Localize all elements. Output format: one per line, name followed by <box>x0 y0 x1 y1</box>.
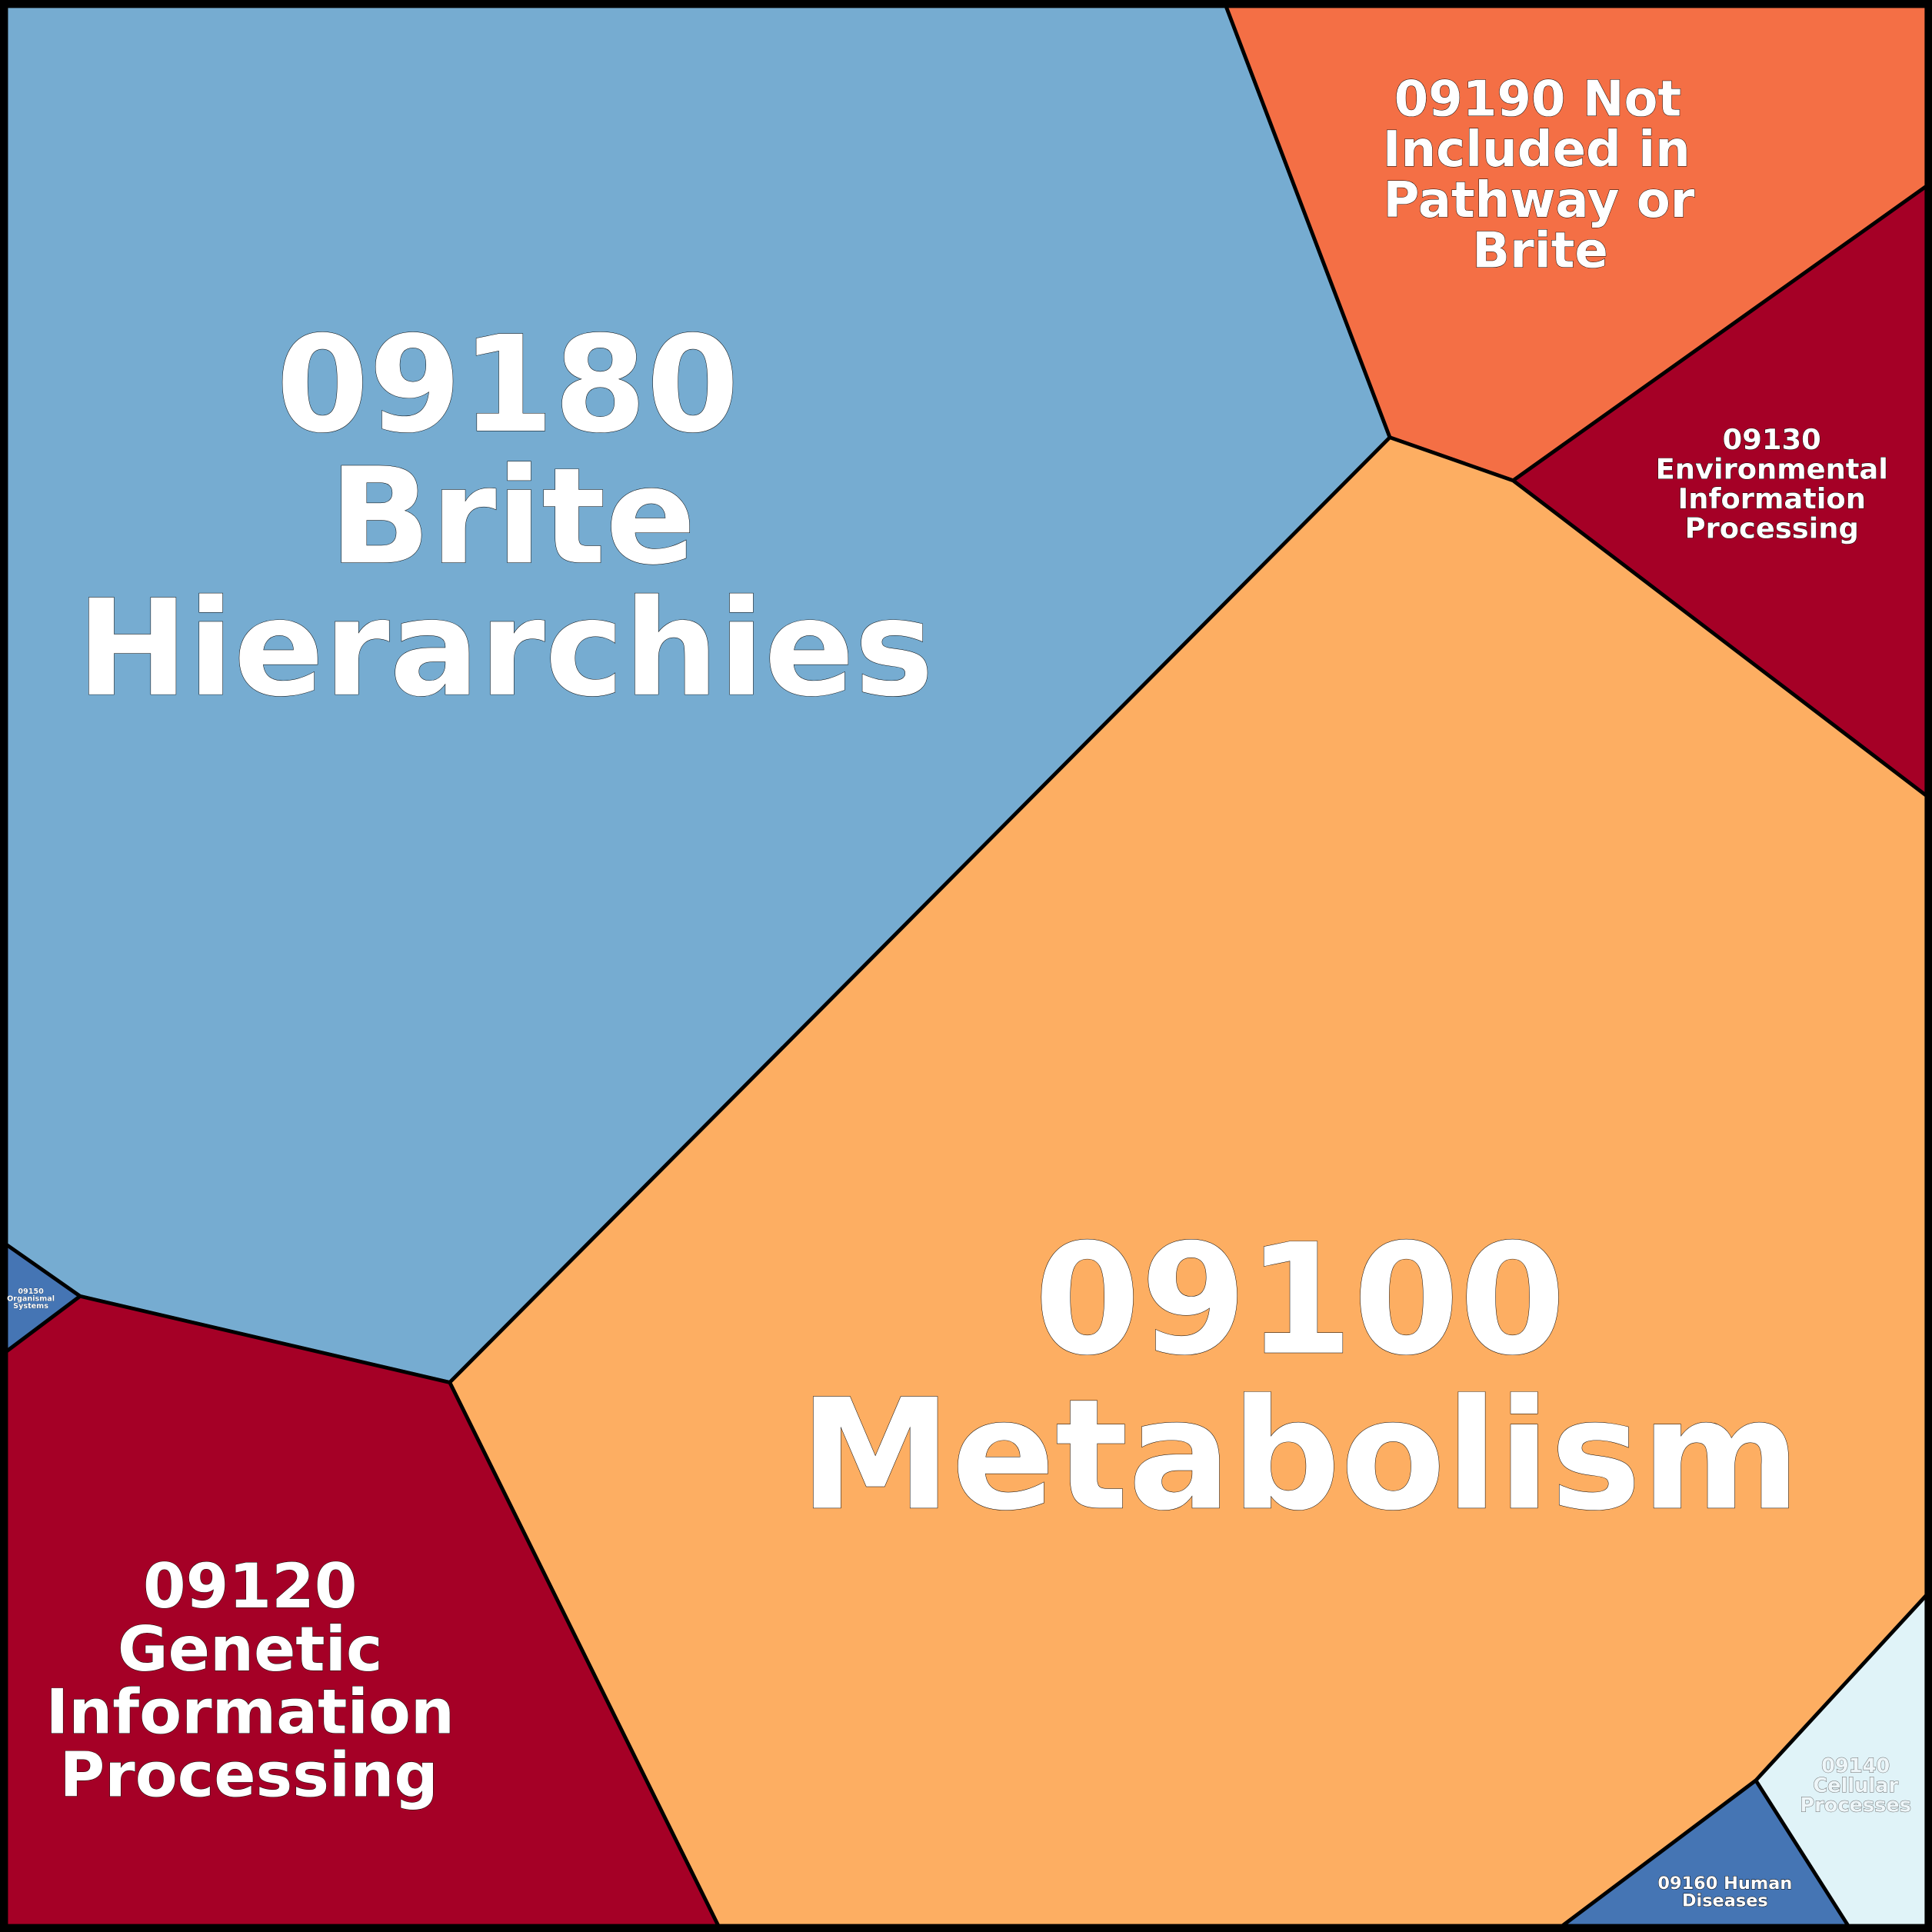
label-line: Information <box>45 1677 454 1748</box>
label-line: 09190 Not <box>1394 72 1682 128</box>
label-line: Metabolism <box>799 1367 1800 1544</box>
label-line: 09160 Human <box>1657 1874 1792 1894</box>
label-line: Diseases <box>1682 1890 1768 1910</box>
label-line: Brite <box>329 438 696 594</box>
label-line: 09140 <box>1821 1754 1890 1777</box>
label-09140: 09140 Cellular Processes <box>1800 1754 1912 1817</box>
label-09100: 09100 Metabolism <box>799 1211 1800 1544</box>
label-09150: 09150 Organismal Systems <box>7 1287 55 1311</box>
label-line: Included in <box>1383 122 1690 178</box>
label-line: 09130 <box>1723 423 1821 456</box>
label-09120: 09120 Genetic Information Processing <box>45 1551 455 1811</box>
label-line: Genetic <box>118 1614 383 1685</box>
label-line: Processing <box>60 1739 438 1810</box>
label-line: Cellular <box>1813 1774 1898 1797</box>
label-line: Environmental <box>1656 452 1888 485</box>
label-line: Pathway or <box>1383 172 1694 229</box>
label-09190: 09190 Not Included in Pathway or Brite <box>1382 71 1695 280</box>
label-09160: 09160 Human Diseases <box>1657 1874 1793 1911</box>
label-line: Brite <box>1472 223 1607 280</box>
label-line: Information <box>1678 482 1866 515</box>
label-line: Organismal <box>7 1295 55 1304</box>
label-line: Processes <box>1800 1794 1911 1817</box>
label-line: 09120 <box>143 1551 358 1622</box>
label-line: 09100 <box>1034 1211 1566 1389</box>
label-09180: 09180 Brite Hierarchies <box>76 307 934 727</box>
label-line: Systems <box>13 1302 48 1311</box>
label-line: 09180 <box>276 307 739 462</box>
label-line: Hierarchies <box>77 571 934 726</box>
label-line: 09150 <box>18 1287 44 1296</box>
label-09130: 09130 Environmental Information Processi… <box>1655 423 1888 545</box>
label-line: Processing <box>1685 511 1859 545</box>
